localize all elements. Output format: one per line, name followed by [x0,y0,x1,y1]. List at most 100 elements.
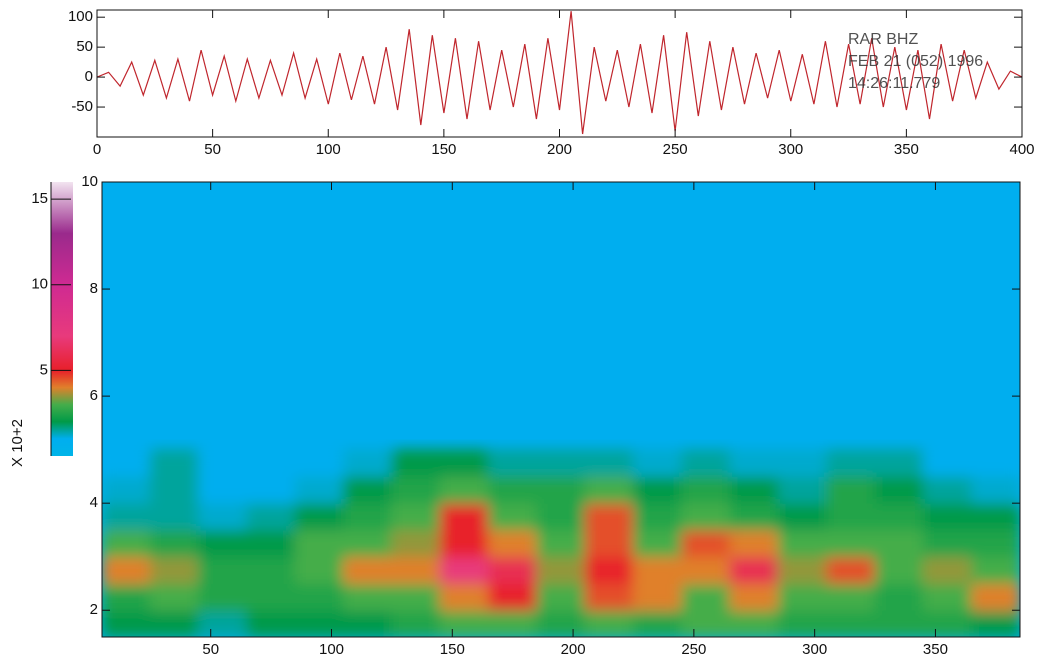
heatmap-cell [149,556,200,584]
heatmap-cell [102,475,151,504]
y-tick-label: -50 [71,98,93,115]
heatmap-cell [874,529,924,558]
heatmap-cell [246,529,296,558]
heatmap-cell [729,556,779,584]
heatmap-cell [584,475,634,504]
heatmap-cell [584,582,634,611]
heatmap-cell [294,502,345,531]
heatmap-cell [294,609,345,637]
heatmap-cell [729,475,779,504]
heatmap-cell [246,502,296,531]
y-tick-label: 0 [85,68,93,85]
heatmap-cell [584,556,634,584]
heatmap-cell [343,556,393,584]
heatmap-cell [246,582,296,611]
heatmap-cell [584,502,634,531]
heatmap-cell [439,556,490,584]
y-tick-label: 2 [90,601,98,618]
heatmap-cell [584,609,634,637]
heatmap-cell [874,556,924,584]
heatmap-cell [439,609,490,637]
heatmap-cell [343,449,393,477]
plot-frame [101,181,1021,638]
heatmap-cell [632,502,683,531]
y-tick-label: 6 [90,387,98,404]
heatmap-cell [681,475,731,504]
heatmap-cell [246,556,296,584]
heatmap-cell [971,582,1020,611]
heatmap-cell [536,502,586,531]
heatmap-cell [246,475,296,504]
colorbar-label: X 10+2 [9,419,26,467]
heatmap-cell [922,556,973,584]
waveform-group [97,11,1022,135]
heatmap-cell [922,502,973,531]
heatmap-cell [439,582,490,611]
x-tick-label: 300 [778,141,803,158]
heatmap-cell [681,529,731,558]
heatmap-cell [729,529,779,558]
heatmap-cell [826,529,876,558]
heatmap-cell [777,502,828,531]
heatmap-cell [246,449,296,477]
colorbar-tick-label: 5 [40,361,48,378]
heatmap-cell [149,529,200,558]
heatmap-cell [439,529,490,558]
heatmap-cell [826,556,876,584]
colorbar-tick-label: 10 [31,276,48,293]
heatmap-cell [922,582,973,611]
heatmap-cell [391,529,441,558]
heatmap-cell [488,449,538,477]
heatmap-cell [391,609,441,637]
heatmap-cell [439,502,490,531]
heatmap-cell [971,475,1020,504]
heatmap-cell [198,502,248,531]
heatmap-cell [102,556,151,584]
heatmap-cell [971,556,1020,584]
heatmap-cell [632,556,683,584]
heatmap-cell [874,609,924,637]
heatmap-cell [922,475,973,504]
heatmap-cell [681,556,731,584]
x-tick-label: 300 [802,641,827,658]
heatmap-cell [826,475,876,504]
heatmap-cell [777,609,828,637]
heatmap-cell [488,609,538,637]
heatmap-cell [681,609,731,637]
heatmap-cell [632,609,683,637]
heatmap-cell [246,609,296,637]
heatmap-cell [681,502,731,531]
heatmap-cell [584,529,634,558]
heatmap-cell [294,475,345,504]
heatmap-cell [439,449,490,477]
heatmap-cell [198,556,248,584]
heatmap-cell [198,449,248,477]
heatmap-cell [198,529,248,558]
heatmap-cell [777,556,828,584]
heatmap-cell [391,556,441,584]
heatmap-cell [149,449,200,477]
heatmap-cell [777,582,828,611]
heatmap-cell [632,475,683,504]
heatmap-cell [681,582,731,611]
heatmap-clip [102,449,1020,637]
x-tick-label: 100 [319,641,344,658]
heatmap-cell [102,609,151,637]
heatmap-cell [198,475,248,504]
x-tick-label: 150 [431,141,456,158]
heatmap-cell [149,475,200,504]
heatmap-cell [536,475,586,504]
x-tick-label: 250 [663,141,688,158]
heatmap-cell [971,529,1020,558]
colorbar-tick-label: 15 [31,190,48,207]
heatmap-cell [343,529,393,558]
annotation: RAR BHZ [848,31,918,48]
heatmap-cell [874,502,924,531]
heatmap-cell [826,449,876,477]
heatmap-cell [102,502,151,531]
heatmap-cell [343,502,393,531]
heatmap-cell [536,529,586,558]
heatmap-cell [149,582,200,611]
heatmap-cell [488,502,538,531]
